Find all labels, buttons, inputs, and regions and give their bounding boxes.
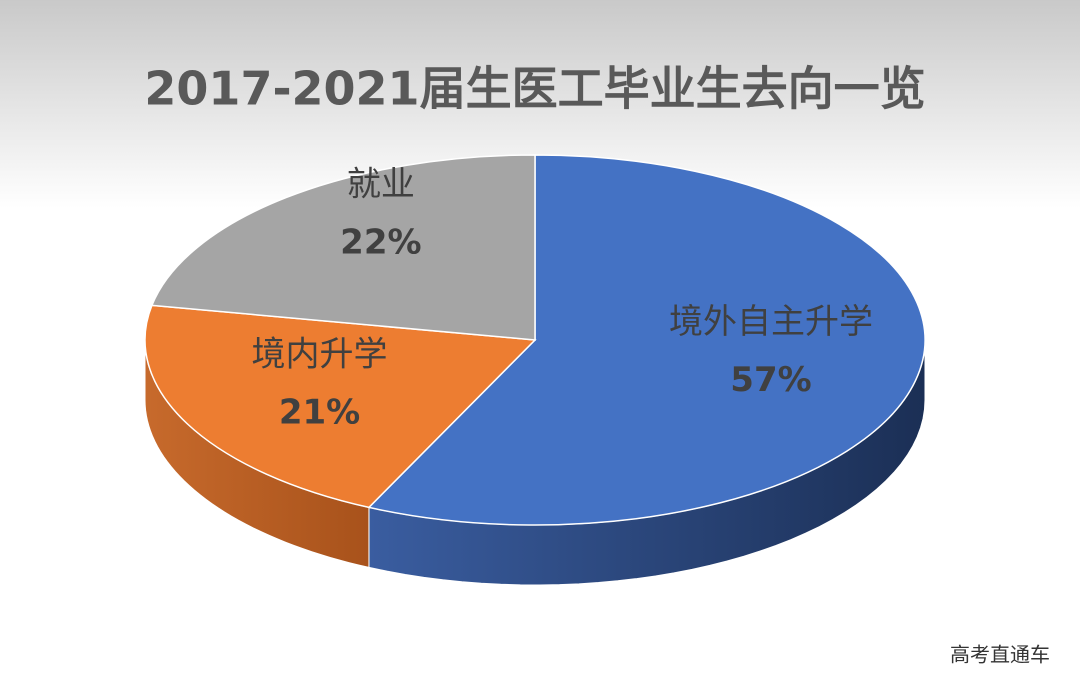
- watermark: 高考直通车: [950, 643, 1050, 667]
- slice: [144, 304, 537, 509]
- slice: [367, 154, 926, 526]
- pie: 境外自主升学 57% 境内升学 21% 就业 22%: [144, 154, 926, 586]
- slice: [150, 154, 536, 341]
- data-label-name: 就业: [347, 165, 415, 205]
- data-label-value: 22%: [340, 223, 421, 263]
- data-label-value: 21%: [279, 392, 360, 432]
- data-label-value: 57%: [730, 360, 811, 400]
- data-label-name: 境外自主升学: [669, 302, 873, 342]
- data-label-name: 境内升学: [252, 334, 388, 374]
- chart-title: 2017-2021届生医工毕业生去向一览: [144, 62, 925, 116]
